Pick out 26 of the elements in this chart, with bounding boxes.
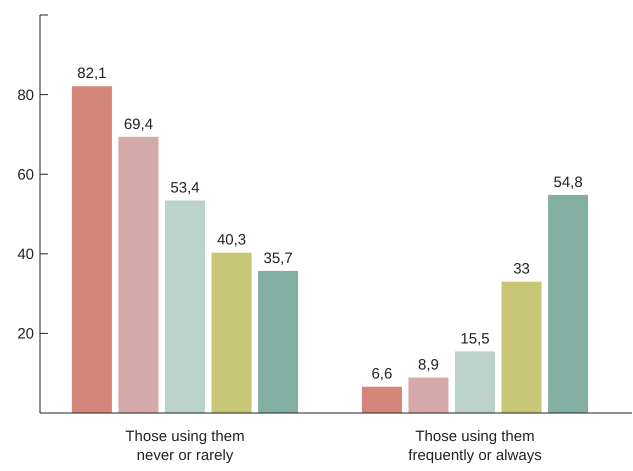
y-tick-label: 80 [17,86,34,104]
bar [258,270,298,413]
data-label: 40,3 [216,232,246,249]
data-label: 8,9 [418,356,439,374]
data-label: 15,5 [460,330,490,348]
bar [72,86,112,413]
bar [362,386,402,413]
data-label: 53,4 [170,179,200,196]
x-tick-label: Those using them frequently or always [408,428,542,464]
bar [164,200,206,413]
data-label: 82,1 [77,65,107,82]
y-tick-label: 60 [17,166,34,184]
bar [502,282,542,413]
x-tick-label: Those using them never or rarely [125,428,245,464]
bar [548,194,588,413]
data-label: 54,8 [553,174,583,191]
data-label: 69,4 [124,116,154,133]
data-label: 6,6 [371,366,392,383]
bar [212,252,252,413]
y-tick-label: 40 [17,246,34,264]
bar [118,136,158,413]
bar [454,351,496,413]
y-tick-label: 20 [17,326,34,343]
data-label: 35,7 [263,250,293,267]
data-label: 33 [513,260,530,278]
bar [408,378,448,413]
